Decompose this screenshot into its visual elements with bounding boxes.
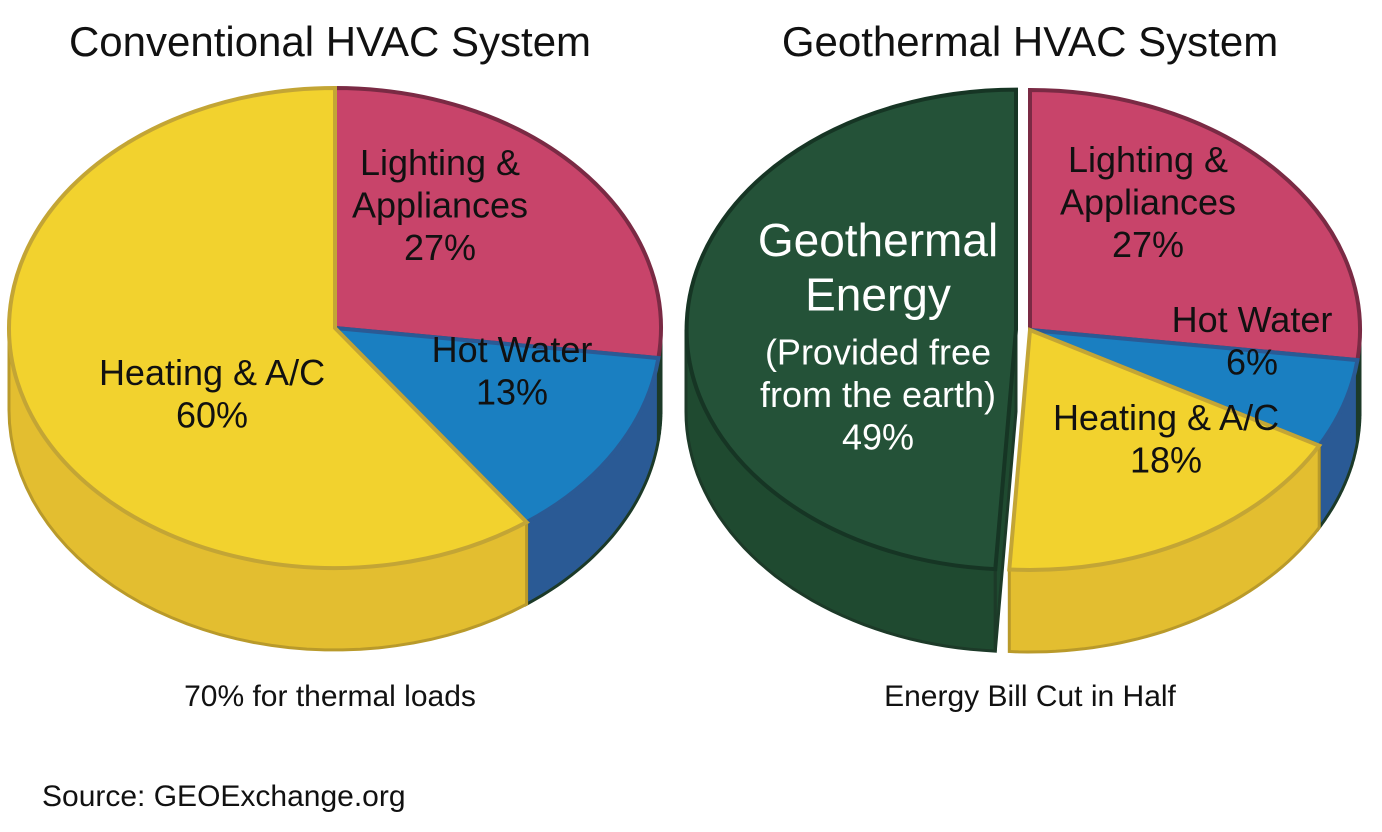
data-label-heating-a-c: 18% [1130,439,1202,480]
data-label-heating-a-c: Heating & A/C [99,352,325,393]
data-label-geothermal-energy: from the earth) [760,374,996,415]
chart-title-geothermal: Geothermal HVAC System [781,18,1279,65]
data-label-lighting-appliances: Lighting & [360,142,520,183]
data-label-lighting-appliances: 27% [404,227,476,268]
data-label-heating-a-c: 60% [176,394,248,435]
data-label-hot-water: 6% [1226,341,1278,382]
data-label-geothermal-energy: 49% [842,417,914,458]
source-note: Source: GEOExchange.org [42,780,406,813]
data-label-geothermal-energy: (Provided free [765,332,991,373]
caption-conventional: 70% for thermal loads [184,680,476,713]
data-label-heating-a-c: Heating & A/C [1053,397,1279,438]
data-label-geothermal-energy: Geothermal [758,214,998,266]
data-label-lighting-appliances: Appliances [1060,181,1236,222]
slice-heating-a-c [7,85,530,570]
chart-title-conventional: Conventional HVAC System [68,18,592,65]
caption-geothermal: Energy Bill Cut in Half [884,680,1176,713]
data-label-lighting-appliances: Appliances [352,184,528,225]
data-label-lighting-appliances: 27% [1112,224,1184,265]
slice-lighting-appliances [333,85,663,361]
slice-lighting-appliances [1028,87,1362,363]
slice-hot-water [329,325,661,525]
data-label-geothermal-energy: Energy [805,268,951,320]
data-label-hot-water: Hot Water [1172,299,1333,340]
slice-heating-a-c [1007,327,1323,572]
slice-geothermal-energy [684,87,1019,572]
data-label-hot-water: Hot Water [432,329,593,370]
data-label-hot-water: 13% [476,371,548,412]
data-label-lighting-appliances: Lighting & [1068,139,1228,180]
